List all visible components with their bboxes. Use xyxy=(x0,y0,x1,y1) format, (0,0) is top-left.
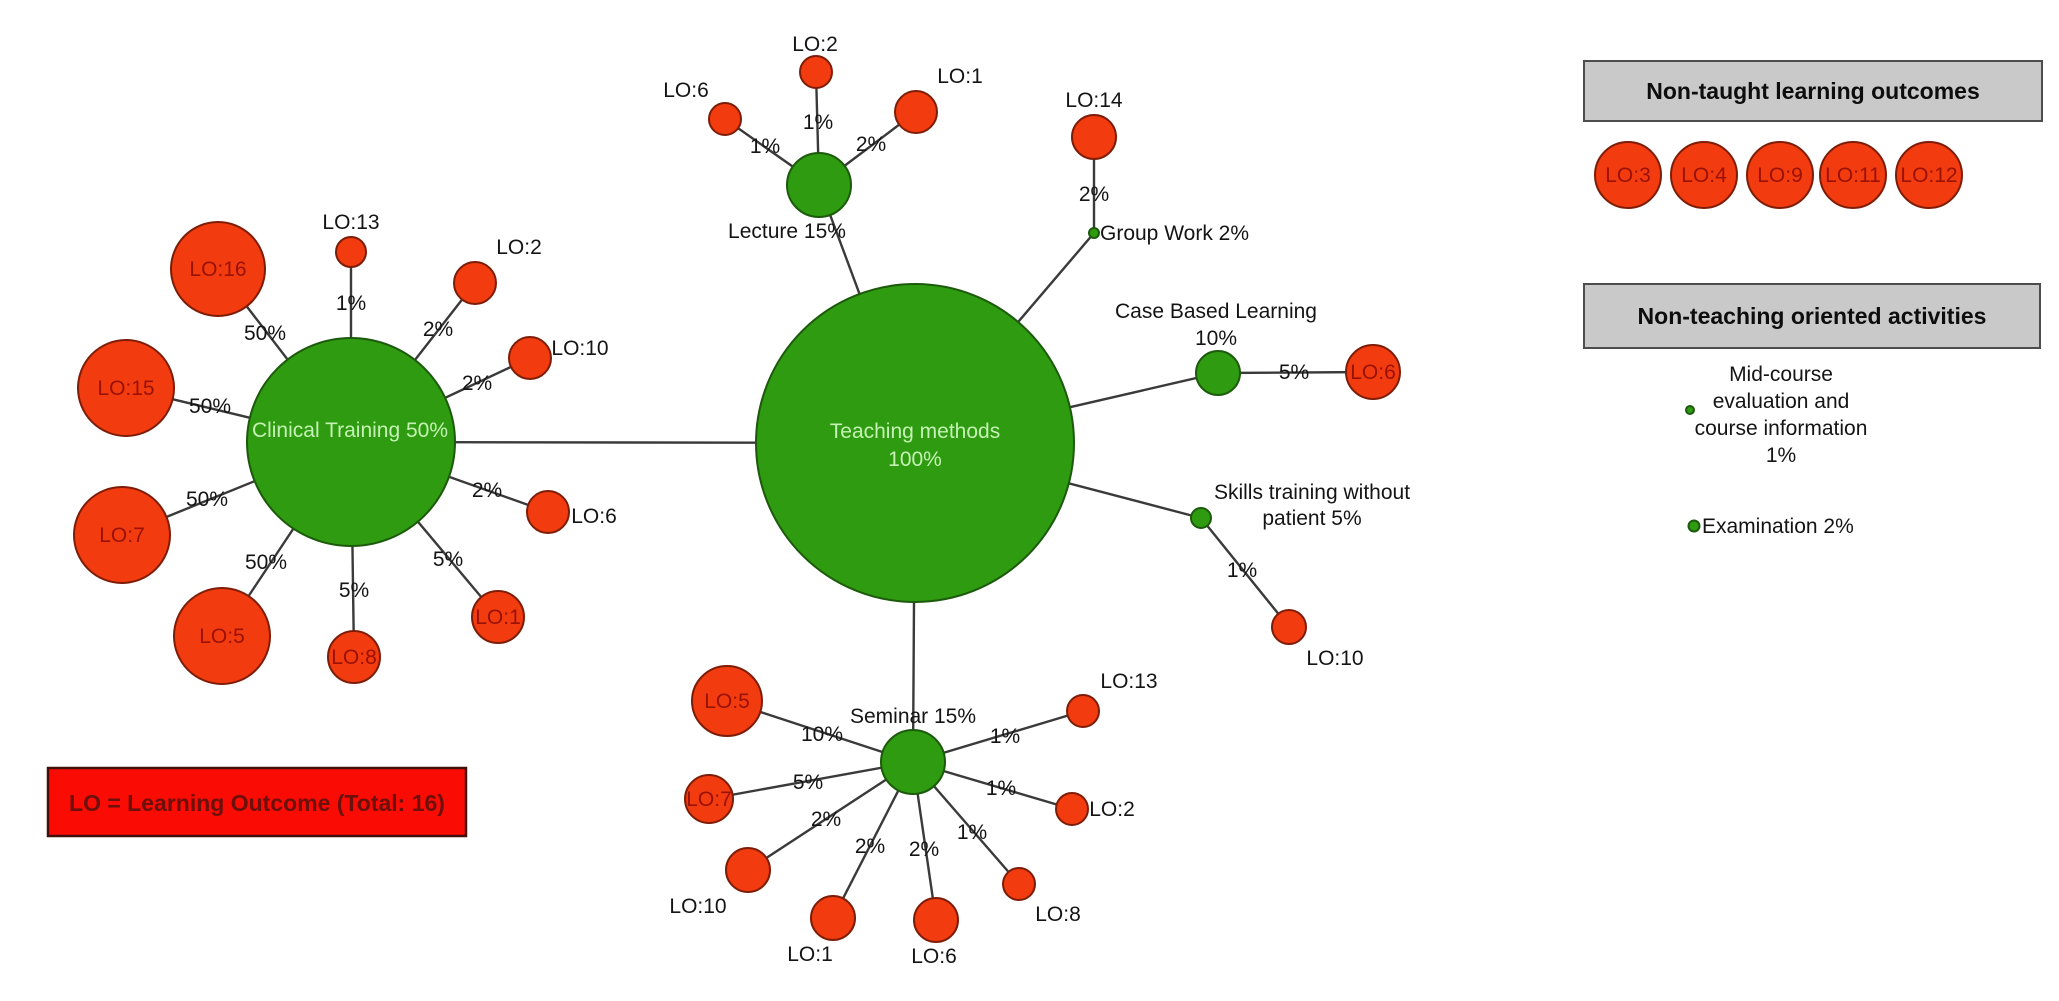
svg-text:LO:5: LO:5 xyxy=(704,690,750,713)
svg-text:2%: 2% xyxy=(462,372,492,395)
svg-text:LO:6: LO:6 xyxy=(663,79,709,102)
svg-text:100%: 100% xyxy=(888,448,942,471)
svg-text:1%: 1% xyxy=(803,111,833,134)
svg-text:1%: 1% xyxy=(750,135,780,158)
svg-text:LO:1: LO:1 xyxy=(937,65,983,88)
svg-text:Clinical Training 50%: Clinical Training 50% xyxy=(252,419,448,442)
svg-text:LO:4: LO:4 xyxy=(1681,164,1727,187)
svg-text:Case Based Learning: Case Based Learning xyxy=(1115,300,1317,323)
svg-text:LO:12: LO:12 xyxy=(1900,164,1957,187)
svg-text:Mid-course: Mid-course xyxy=(1729,363,1833,386)
svg-text:LO:7: LO:7 xyxy=(99,524,145,547)
svg-text:1%: 1% xyxy=(1766,444,1796,467)
svg-text:2%: 2% xyxy=(909,838,939,861)
svg-text:5%: 5% xyxy=(339,579,369,602)
svg-text:2%: 2% xyxy=(423,318,453,341)
svg-text:2%: 2% xyxy=(1079,183,1109,206)
svg-text:Teaching methods: Teaching methods xyxy=(830,420,1000,443)
svg-text:LO:7: LO:7 xyxy=(686,788,732,811)
svg-text:LO:2: LO:2 xyxy=(496,236,542,259)
svg-text:2%: 2% xyxy=(856,133,886,156)
svg-text:LO:6: LO:6 xyxy=(911,945,957,968)
svg-text:LO:5: LO:5 xyxy=(199,625,245,648)
svg-text:LO:14: LO:14 xyxy=(1065,89,1123,112)
svg-text:10%: 10% xyxy=(1195,327,1237,350)
svg-text:50%: 50% xyxy=(244,322,286,345)
svg-text:LO:8: LO:8 xyxy=(331,646,377,669)
svg-text:LO:8: LO:8 xyxy=(1035,903,1081,926)
svg-text:2%: 2% xyxy=(472,479,502,502)
svg-text:1%: 1% xyxy=(986,777,1016,800)
svg-text:5%: 5% xyxy=(1279,361,1309,384)
svg-text:Skills training without: Skills training without xyxy=(1214,481,1410,504)
svg-text:course information: course information xyxy=(1695,417,1868,440)
svg-text:Seminar 15%: Seminar 15% xyxy=(850,705,976,728)
svg-text:2%: 2% xyxy=(855,835,885,858)
svg-text:LO:11: LO:11 xyxy=(1825,164,1881,187)
svg-text:1%: 1% xyxy=(957,821,987,844)
svg-text:50%: 50% xyxy=(189,395,231,418)
svg-text:LO:6: LO:6 xyxy=(571,505,617,528)
svg-text:LO:3: LO:3 xyxy=(1605,164,1651,187)
svg-text:LO:10: LO:10 xyxy=(1306,647,1363,670)
svg-text:LO:1: LO:1 xyxy=(475,606,521,629)
svg-text:LO:9: LO:9 xyxy=(1757,164,1803,187)
svg-text:Lecture 15%: Lecture 15% xyxy=(728,220,846,243)
svg-text:Non-teaching oriented activiti: Non-teaching oriented activities xyxy=(1638,303,1987,329)
svg-text:10%: 10% xyxy=(801,723,843,746)
svg-text:LO:6: LO:6 xyxy=(1350,361,1396,384)
svg-text:LO:10: LO:10 xyxy=(669,895,726,918)
svg-text:LO:16: LO:16 xyxy=(189,258,246,281)
svg-text:LO:2: LO:2 xyxy=(1089,798,1135,821)
svg-text:2%: 2% xyxy=(811,808,841,831)
svg-text:LO:1: LO:1 xyxy=(787,943,833,966)
svg-text:1%: 1% xyxy=(990,725,1020,748)
svg-text:LO = Learning Outcome (Total:: LO = Learning Outcome (Total: 16) xyxy=(69,790,445,816)
svg-text:LO:13: LO:13 xyxy=(1100,670,1157,693)
svg-text:1%: 1% xyxy=(336,292,366,315)
svg-text:LO:13: LO:13 xyxy=(322,211,379,234)
svg-text:5%: 5% xyxy=(433,548,463,571)
svg-text:LO:2: LO:2 xyxy=(792,33,838,56)
svg-text:50%: 50% xyxy=(245,551,287,574)
svg-text:Group Work 2%: Group Work 2% xyxy=(1100,222,1249,245)
svg-text:LO:15: LO:15 xyxy=(97,377,154,400)
svg-text:5%: 5% xyxy=(793,771,823,794)
svg-text:1%: 1% xyxy=(1227,559,1257,582)
svg-text:LO:10: LO:10 xyxy=(551,337,608,360)
svg-text:Examination 2%: Examination 2% xyxy=(1702,515,1854,538)
svg-text:evaluation and: evaluation and xyxy=(1713,390,1850,413)
svg-text:50%: 50% xyxy=(186,488,228,511)
svg-text:patient 5%: patient 5% xyxy=(1262,507,1361,530)
svg-text:Non-taught learning outcomes: Non-taught learning outcomes xyxy=(1646,78,1980,104)
